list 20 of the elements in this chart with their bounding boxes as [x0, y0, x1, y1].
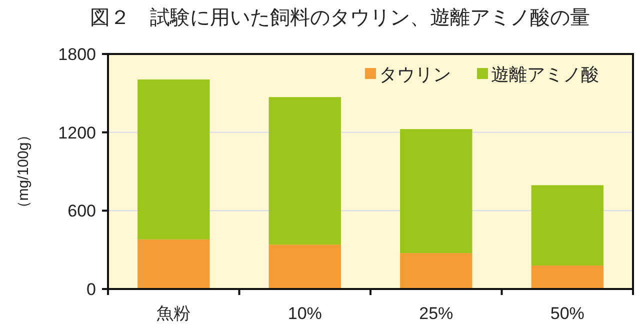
x-tick-label: 魚粉	[156, 304, 191, 323]
bar	[268, 97, 341, 245]
bar	[268, 244, 341, 289]
y-tick-label: 600	[68, 202, 96, 221]
y-tick-label: 1800	[58, 44, 96, 64]
bar	[138, 239, 210, 289]
bar	[138, 79, 210, 240]
bar	[400, 129, 472, 254]
x-tick-label: 10%	[288, 304, 322, 323]
bar	[531, 185, 604, 266]
bar	[400, 253, 472, 289]
y-tick-label: 1200	[58, 123, 96, 142]
y-tick-label: 0	[86, 280, 96, 299]
x-tick-label: 25%	[419, 304, 454, 323]
y-axis-title: （mg/100g）	[15, 127, 32, 216]
legend-label: 遊離アミノ酸	[491, 64, 599, 84]
bar	[531, 266, 604, 289]
x-tick-label: 50%	[550, 304, 584, 323]
chart-title: 図２ 試験に用いた飼料のタウリン、遊離アミノ酸の量	[90, 7, 590, 29]
legend-label: タウリン	[379, 64, 451, 84]
